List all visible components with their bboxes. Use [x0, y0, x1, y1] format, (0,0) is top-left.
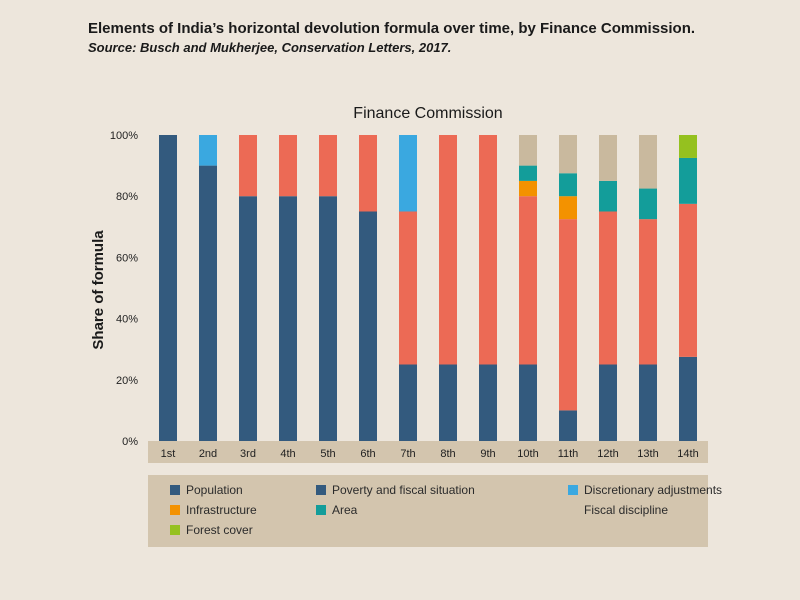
bar-segment-population [479, 364, 497, 441]
legend-swatch [568, 505, 578, 515]
bar-segment-population [679, 356, 697, 441]
bar-segment-infrastructure [559, 196, 577, 220]
legend-item: Poverty and fiscal situation [316, 483, 475, 497]
x-tick-label: 7th [400, 448, 415, 460]
bar-segment-poverty-and-fiscal-situation [519, 196, 537, 365]
bar-segment-poverty-and-fiscal-situation [319, 135, 337, 197]
legend-item: Fiscal discipline [568, 503, 668, 517]
bar-segment-area [599, 180, 617, 212]
legend-label: Discretionary adjustments [584, 483, 723, 497]
y-tick-label: 100% [110, 130, 138, 142]
legend-label: Infrastructure [186, 503, 257, 517]
bar-segment-area [679, 157, 697, 204]
bar-segment-poverty-and-fiscal-situation [479, 135, 497, 365]
legend-item: Discretionary adjustments [568, 483, 722, 497]
legend-swatch [568, 485, 578, 495]
legend-swatch [316, 485, 326, 495]
bar-segment-forest-cover [679, 135, 697, 158]
bar-segment-fiscal-discipline [599, 135, 617, 181]
bar-segment-population [519, 364, 537, 441]
bar-segment-poverty-and-fiscal-situation [559, 219, 577, 411]
bar-segment-population [359, 211, 377, 441]
legend-swatch [170, 505, 180, 515]
y-tick-label: 60% [116, 252, 138, 264]
bar-segment-population [279, 196, 297, 441]
bar-segment-poverty-and-fiscal-situation [679, 203, 697, 357]
bar-segment-poverty-and-fiscal-situation [359, 135, 377, 212]
x-tick-label: 6th [360, 448, 375, 460]
legend-swatch [170, 485, 180, 495]
legend-label: Population [186, 483, 243, 497]
bar-segment-discretionary-adjustments [199, 135, 217, 166]
bar-segment-poverty-and-fiscal-situation [279, 135, 297, 197]
x-tick-label: 5th [320, 448, 335, 460]
legend-swatch [170, 525, 180, 535]
legend-item: Population [170, 483, 243, 497]
bar-segment-poverty-and-fiscal-situation [599, 211, 617, 365]
legend-item: Area [316, 503, 357, 517]
y-tick-label: 80% [116, 191, 138, 203]
bar-segment-fiscal-discipline [559, 135, 577, 174]
bar-segment-population [599, 364, 617, 441]
x-tick-label: 10th [517, 448, 538, 460]
x-tick-label: 12th [597, 448, 618, 460]
bar-segment-population [639, 364, 657, 441]
x-tick-label: 9th [480, 448, 495, 460]
legend-label: Forest cover [186, 523, 253, 537]
y-tick-label: 20% [116, 375, 138, 387]
legend-item: Infrastructure [170, 503, 257, 517]
legend-label: Area [332, 503, 358, 517]
bar-segment-poverty-and-fiscal-situation [239, 135, 257, 197]
x-tick-label: 3rd [240, 448, 256, 460]
x-tick-label: 13th [637, 448, 658, 460]
legend-label: Poverty and fiscal situation [332, 483, 475, 497]
x-tick-label: 11th [558, 448, 579, 460]
y-tick-label: 0% [122, 436, 138, 448]
legend-label: Fiscal discipline [584, 503, 669, 517]
x-axis-band [148, 441, 708, 463]
chart-title: Finance Commission [353, 105, 502, 122]
legend-item: Forest cover [170, 523, 253, 537]
figure-title: Elements of India’s horizontal devolutio… [88, 20, 696, 37]
bar-segment-population [159, 135, 177, 441]
y-axis-label: Share of formula [90, 230, 107, 350]
bar-segment-population [559, 410, 577, 441]
legend: Population Poverty and fiscal situation Di… [148, 475, 722, 547]
bar-segment-population [439, 364, 457, 441]
x-tick-label: 4th [280, 448, 295, 460]
figure-source: Source: Busch and Mukherjee, Conservatio… [88, 40, 452, 55]
bar-segment-fiscal-discipline [639, 135, 657, 189]
bar-segment-population [239, 196, 257, 441]
legend-swatch [316, 505, 326, 515]
bar-segment-population [199, 165, 217, 441]
x-tick-label: 1st [161, 448, 176, 460]
bar-segment-infrastructure [519, 180, 537, 197]
bar-segment-area [519, 165, 537, 181]
bar-segment-poverty-and-fiscal-situation [399, 211, 417, 365]
x-tick-label: 8th [440, 448, 455, 460]
bar-segment-population [399, 364, 417, 441]
x-tick-label: 14th [677, 448, 698, 460]
bar-segment-area [559, 173, 577, 197]
bar-segment-area [639, 188, 657, 220]
bar-segment-fiscal-discipline [519, 135, 537, 166]
bar-segment-poverty-and-fiscal-situation [439, 135, 457, 365]
x-tick-label: 2nd [199, 448, 217, 460]
bar-segment-discretionary-adjustments [399, 135, 417, 212]
bar-segment-population [319, 196, 337, 441]
y-tick-label: 40% [116, 314, 138, 326]
bar-segment-poverty-and-fiscal-situation [639, 219, 657, 365]
